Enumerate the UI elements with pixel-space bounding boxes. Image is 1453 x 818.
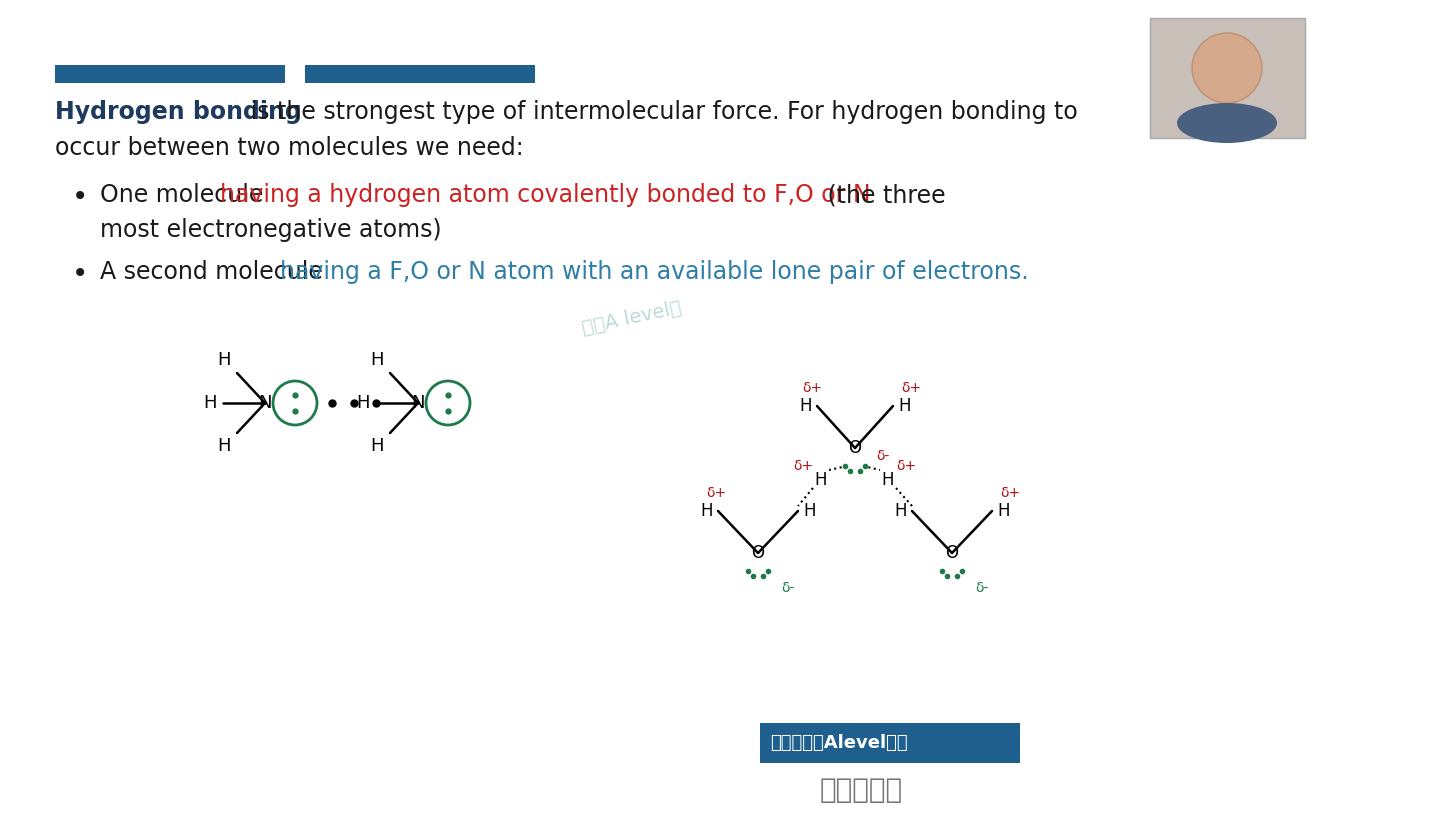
Text: δ-: δ- — [782, 581, 795, 595]
Text: δ-: δ- — [876, 449, 889, 463]
Bar — [55, 65, 285, 83]
Text: H: H — [882, 471, 894, 489]
Text: δ+: δ+ — [897, 459, 915, 473]
Text: 齐玥A level化: 齐玥A level化 — [580, 298, 683, 338]
Text: H: H — [799, 397, 812, 415]
Text: N: N — [259, 394, 272, 412]
Text: δ+: δ+ — [793, 459, 814, 473]
Text: H: H — [371, 437, 384, 455]
Text: H: H — [895, 502, 907, 520]
Text: H: H — [700, 502, 713, 520]
Text: H: H — [815, 471, 827, 489]
Text: H: H — [218, 351, 231, 369]
Text: Hydrogen bonding: Hydrogen bonding — [55, 100, 302, 124]
Text: H: H — [203, 394, 216, 412]
Text: H: H — [898, 397, 911, 415]
Text: is the strongest type of intermolecular force. For hydrogen bonding to: is the strongest type of intermolecular … — [243, 100, 1078, 124]
Text: having a hydrogen atom covalently bonded to F,O or N: having a hydrogen atom covalently bonded… — [219, 183, 870, 207]
Text: H: H — [218, 437, 231, 455]
Text: δ+: δ+ — [706, 486, 726, 500]
Text: A second molecule: A second molecule — [100, 260, 330, 284]
Text: O: O — [751, 544, 764, 562]
Text: H: H — [997, 502, 1010, 520]
Text: H: H — [356, 394, 371, 412]
Bar — [305, 65, 535, 83]
Text: occur between two molecules we need:: occur between two molecules we need: — [55, 136, 523, 160]
Bar — [1149, 18, 1305, 138]
Text: •: • — [73, 260, 89, 288]
Text: 知乎专栏：Alevel化学: 知乎专栏：Alevel化学 — [770, 734, 908, 752]
Text: H: H — [371, 351, 384, 369]
Text: One molecule: One molecule — [100, 183, 270, 207]
Text: •: • — [73, 183, 89, 211]
Text: δ+: δ+ — [802, 381, 822, 395]
Text: O: O — [946, 544, 959, 562]
Text: N: N — [411, 394, 424, 412]
Text: having a F,O or N atom with an available lone pair of electrons.: having a F,O or N atom with an available… — [280, 260, 1029, 284]
Text: δ+: δ+ — [901, 381, 921, 395]
Text: O: O — [849, 439, 862, 457]
Bar — [760, 723, 1020, 763]
Text: H: H — [804, 502, 815, 520]
Text: 知乎＠齐玥: 知乎＠齐玥 — [819, 776, 904, 804]
Text: (the three: (the three — [819, 183, 946, 207]
Ellipse shape — [1177, 103, 1277, 143]
Text: δ+: δ+ — [1000, 486, 1020, 500]
Text: δ-: δ- — [975, 581, 988, 595]
Text: most electronegative atoms): most electronegative atoms) — [100, 218, 442, 242]
Circle shape — [1191, 33, 1263, 103]
